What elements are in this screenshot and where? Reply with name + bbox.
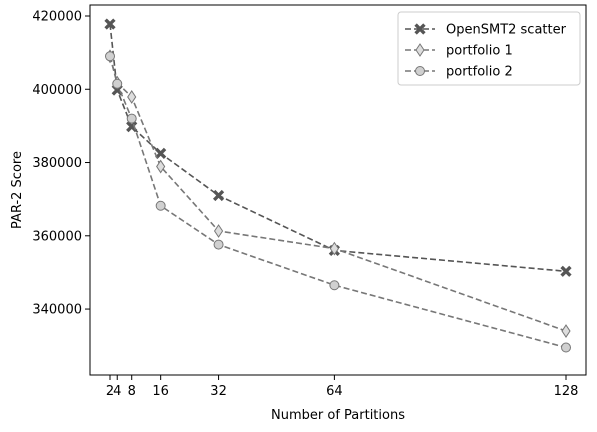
- plot-area: [104, 18, 572, 353]
- legend-entry-1: OpenSMT2 scatter: [405, 23, 567, 38]
- data-point: [213, 239, 224, 250]
- data-point: [155, 147, 167, 159]
- data-point: [560, 265, 572, 277]
- data-point: [104, 18, 116, 30]
- x-tick-label: 2: [106, 384, 114, 399]
- plot-frame: [89, 4, 587, 376]
- legend-label: OpenSMT2 scatter: [446, 23, 567, 38]
- x-tick-label: 128: [554, 384, 579, 399]
- data-point: [156, 159, 166, 174]
- legend-entry-2: portfolio 1: [405, 43, 513, 59]
- data-point: [155, 200, 166, 211]
- legend: OpenSMT2 scatter portfolio 1 portfolio 2: [397, 11, 581, 86]
- y-tick-label: 340000: [32, 303, 82, 318]
- y-axis: 340000 360000 380000 400000 420000: [32, 9, 90, 318]
- y-tick-label: 400000: [32, 83, 82, 98]
- legend-label: portfolio 2: [446, 65, 513, 80]
- legend-entry-3: portfolio 2: [405, 65, 513, 80]
- x-tick-label: 4: [113, 384, 121, 399]
- series-3: [105, 51, 571, 353]
- y-axis-title: PAR-2 Score: [10, 151, 25, 229]
- data-point: [561, 342, 571, 353]
- y-tick-label: 420000: [32, 9, 82, 24]
- data-point: [212, 189, 225, 202]
- data-point: [127, 90, 137, 104]
- x-tick-label: 16: [152, 384, 169, 399]
- x-tick-label: 64: [326, 384, 343, 399]
- y-tick-label: 360000: [32, 229, 82, 244]
- series-line: [109, 56, 567, 332]
- x-axis-title: Number of Partitions: [271, 408, 405, 423]
- series-line: [109, 56, 567, 349]
- series-2: [105, 49, 571, 338]
- data-point: [112, 78, 123, 89]
- legend-frame: [397, 11, 581, 86]
- data-point: [329, 241, 339, 256]
- legend-marker: [415, 43, 425, 57]
- legend-label: portfolio 1: [446, 44, 513, 59]
- data-point: [105, 51, 115, 62]
- data-point: [329, 280, 340, 291]
- legend-marker: [414, 23, 426, 35]
- data-point: [561, 324, 571, 338]
- x-tick-label: 32: [210, 384, 227, 399]
- x-tick-label: 8: [128, 384, 136, 399]
- data-point: [126, 113, 137, 124]
- data-point: [213, 224, 224, 238]
- x-axis: 24 8 16 32 64 128: [106, 375, 579, 399]
- y-tick-label: 380000: [32, 156, 82, 171]
- legend-marker: [415, 66, 425, 76]
